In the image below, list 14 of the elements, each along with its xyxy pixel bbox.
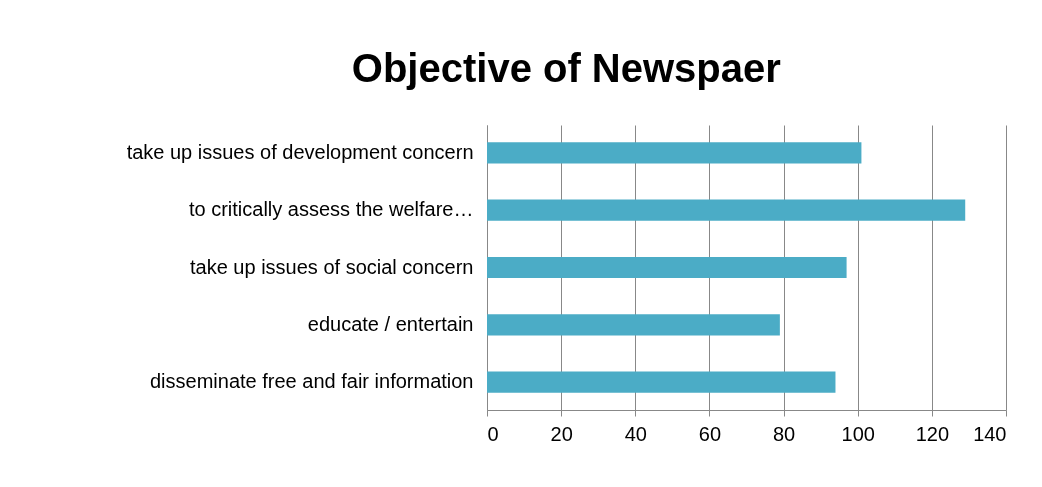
x-tick-label: 0 xyxy=(487,422,499,445)
x-tick-label: 120 xyxy=(915,422,950,445)
x-tick-label: 80 xyxy=(772,422,796,445)
x-tick-label: 40 xyxy=(624,422,647,445)
x-tick-label: 20 xyxy=(550,422,573,445)
chart-title: Objective of Newspaer xyxy=(351,46,781,90)
y-tick-label: educate / entertain xyxy=(307,312,474,335)
y-tick-label: take up issues of development concern xyxy=(126,140,474,163)
y-tick-label: take up issues of social concern xyxy=(190,255,474,278)
x-tick-label: 100 xyxy=(841,422,875,445)
x-tick-label: 60 xyxy=(698,422,722,445)
y-tick-label: to critically assess the welfare… xyxy=(188,198,474,221)
y-tick-label: disseminate free and fair information xyxy=(150,370,474,393)
x-tick-label: 140 xyxy=(973,422,1007,445)
